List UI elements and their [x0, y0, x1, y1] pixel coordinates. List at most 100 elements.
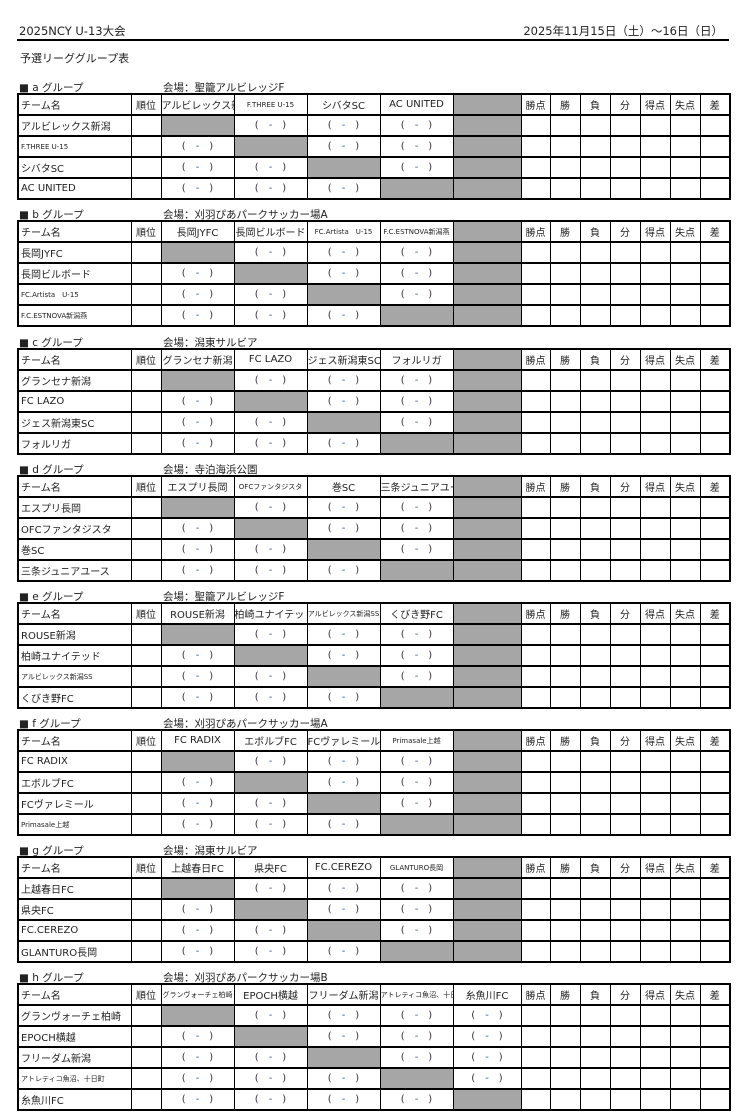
stat-cell[interactable] — [699, 686, 731, 709]
stat-cell[interactable] — [699, 114, 731, 137]
stat-cell[interactable] — [520, 1025, 551, 1048]
rank-cell[interactable] — [130, 813, 162, 836]
stat-cell[interactable] — [699, 940, 731, 963]
stat-cell[interactable] — [639, 369, 671, 392]
score-cell[interactable]: (-) — [452, 1046, 522, 1069]
score-cell[interactable]: (-) — [379, 114, 454, 137]
stat-cell[interactable] — [639, 517, 671, 540]
score-cell[interactable]: (-) — [452, 1025, 522, 1048]
score-cell[interactable]: (-) — [379, 496, 454, 519]
stat-cell[interactable] — [669, 517, 701, 540]
stat-cell[interactable] — [609, 623, 641, 646]
stat-cell[interactable] — [609, 262, 641, 285]
stat-cell[interactable] — [549, 665, 581, 688]
stat-cell[interactable] — [639, 241, 671, 264]
stat-cell[interactable] — [579, 135, 611, 158]
stat-cell[interactable] — [549, 1004, 581, 1027]
rank-cell[interactable] — [130, 750, 162, 773]
stat-cell[interactable] — [520, 369, 551, 392]
stat-cell[interactable] — [699, 813, 731, 836]
stat-cell[interactable] — [609, 411, 641, 434]
stat-cell[interactable] — [669, 1088, 701, 1111]
score-cell[interactable]: (-) — [233, 559, 308, 582]
score-cell[interactable]: (-) — [160, 1067, 235, 1090]
stat-cell[interactable] — [699, 304, 731, 327]
rank-cell[interactable] — [130, 177, 162, 200]
stat-cell[interactable] — [609, 792, 641, 815]
rank-cell[interactable] — [130, 411, 162, 434]
score-cell[interactable]: (-) — [233, 919, 308, 942]
stat-cell[interactable] — [520, 1004, 551, 1027]
score-cell[interactable]: (-) — [233, 496, 308, 519]
stat-cell[interactable] — [609, 304, 641, 327]
stat-cell[interactable] — [669, 432, 701, 455]
stat-cell[interactable] — [669, 919, 701, 942]
score-cell[interactable]: (-) — [233, 813, 308, 836]
stat-cell[interactable] — [520, 496, 551, 519]
stat-cell[interactable] — [669, 241, 701, 264]
stat-cell[interactable] — [579, 686, 611, 709]
rank-cell[interactable] — [130, 877, 162, 900]
stat-cell[interactable] — [669, 1004, 701, 1027]
stat-cell[interactable] — [520, 792, 551, 815]
stat-cell[interactable] — [609, 644, 641, 667]
score-cell[interactable]: (-) — [306, 1067, 381, 1090]
stat-cell[interactable] — [549, 644, 581, 667]
stat-cell[interactable] — [579, 411, 611, 434]
stat-cell[interactable] — [520, 644, 551, 667]
rank-cell[interactable] — [130, 1046, 162, 1069]
stat-cell[interactable] — [520, 538, 551, 561]
score-cell[interactable]: (-) — [160, 177, 235, 200]
stat-cell[interactable] — [669, 1025, 701, 1048]
stat-cell[interactable] — [609, 898, 641, 921]
stat-cell[interactable] — [639, 262, 671, 285]
stat-cell[interactable] — [549, 177, 581, 200]
score-cell[interactable]: (-) — [306, 304, 381, 327]
score-cell[interactable]: (-) — [160, 771, 235, 794]
score-cell[interactable]: (-) — [160, 156, 235, 179]
stat-cell[interactable] — [699, 1067, 731, 1090]
stat-cell[interactable] — [639, 686, 671, 709]
stat-cell[interactable] — [669, 262, 701, 285]
stat-cell[interactable] — [549, 771, 581, 794]
stat-cell[interactable] — [579, 432, 611, 455]
score-cell[interactable]: (-) — [233, 877, 308, 900]
score-cell[interactable]: (-) — [452, 1067, 522, 1090]
rank-cell[interactable] — [130, 1088, 162, 1111]
score-cell[interactable]: (-) — [306, 390, 381, 413]
stat-cell[interactable] — [520, 241, 551, 264]
stat-cell[interactable] — [669, 792, 701, 815]
stat-cell[interactable] — [669, 665, 701, 688]
score-cell[interactable]: (-) — [233, 1004, 308, 1027]
stat-cell[interactable] — [549, 1046, 581, 1069]
score-cell[interactable]: (-) — [233, 304, 308, 327]
stat-cell[interactable] — [579, 304, 611, 327]
stat-cell[interactable] — [699, 411, 731, 434]
stat-cell[interactable] — [639, 792, 671, 815]
stat-cell[interactable] — [609, 156, 641, 179]
score-cell[interactable]: (-) — [306, 262, 381, 285]
stat-cell[interactable] — [520, 304, 551, 327]
rank-cell[interactable] — [130, 156, 162, 179]
stat-cell[interactable] — [609, 1025, 641, 1048]
stat-cell[interactable] — [609, 559, 641, 582]
score-cell[interactable]: (-) — [379, 538, 454, 561]
score-cell[interactable]: (-) — [306, 1088, 381, 1111]
score-cell[interactable]: (-) — [233, 369, 308, 392]
stat-cell[interactable] — [549, 517, 581, 540]
stat-cell[interactable] — [609, 283, 641, 306]
stat-cell[interactable] — [699, 792, 731, 815]
stat-cell[interactable] — [549, 538, 581, 561]
stat-cell[interactable] — [669, 114, 701, 137]
stat-cell[interactable] — [579, 771, 611, 794]
stat-cell[interactable] — [520, 156, 551, 179]
stat-cell[interactable] — [699, 156, 731, 179]
stat-cell[interactable] — [699, 432, 731, 455]
stat-cell[interactable] — [669, 283, 701, 306]
stat-cell[interactable] — [579, 898, 611, 921]
stat-cell[interactable] — [699, 665, 731, 688]
stat-cell[interactable] — [669, 156, 701, 179]
stat-cell[interactable] — [520, 919, 551, 942]
score-cell[interactable]: (-) — [379, 1025, 454, 1048]
stat-cell[interactable] — [549, 283, 581, 306]
